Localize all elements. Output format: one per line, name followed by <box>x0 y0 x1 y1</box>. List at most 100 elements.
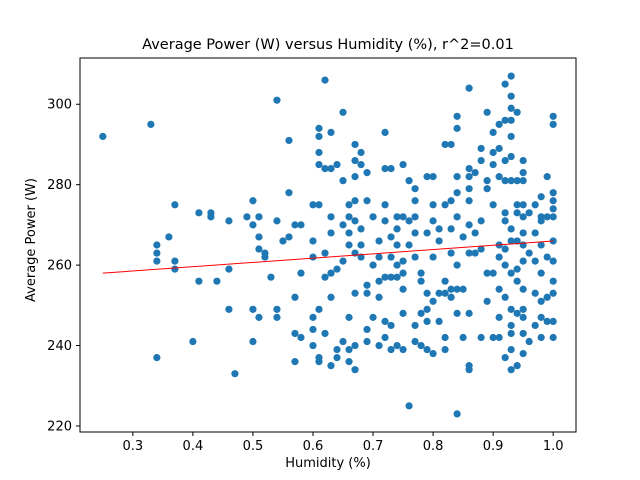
data-point-125 <box>387 233 395 241</box>
data-point-257 <box>507 329 515 338</box>
data-point-269 <box>519 156 527 165</box>
data-point-45 <box>297 269 305 277</box>
data-point-211 <box>477 144 485 153</box>
x-tick-label-4: 0.7 <box>363 439 384 454</box>
data-point-56 <box>315 160 323 169</box>
data-point-179 <box>441 345 449 354</box>
data-point-243 <box>501 293 509 301</box>
data-point-181 <box>447 197 455 205</box>
data-point-0 <box>99 132 107 141</box>
data-point-58 <box>315 305 323 313</box>
data-point-160 <box>423 289 431 297</box>
data-point-190 <box>453 213 461 221</box>
data-point-174 <box>441 140 449 149</box>
data-point-227 <box>495 120 503 128</box>
data-point-153 <box>411 337 419 346</box>
data-point-299 <box>543 213 551 221</box>
data-point-240 <box>501 217 509 225</box>
data-point-256 <box>507 321 515 330</box>
data-point-140 <box>399 285 407 293</box>
data-point-276 <box>519 257 527 265</box>
data-point-251 <box>507 177 515 185</box>
data-point-234 <box>495 333 503 342</box>
data-point-205 <box>465 309 473 317</box>
data-point-162 <box>423 317 431 326</box>
data-point-120 <box>381 217 389 225</box>
data-point-222 <box>489 148 497 157</box>
data-point-233 <box>495 313 503 321</box>
data-point-167 <box>429 253 437 261</box>
data-point-277 <box>519 285 527 293</box>
y-tick-label-3: 280 <box>47 178 72 193</box>
data-point-267 <box>513 309 521 317</box>
data-point-137 <box>399 213 407 221</box>
data-point-176 <box>441 277 449 285</box>
data-point-242 <box>501 261 509 269</box>
data-point-69 <box>327 229 335 237</box>
data-point-117 <box>381 128 389 136</box>
y-tick-label-1: 240 <box>47 339 72 354</box>
data-point-103 <box>363 169 371 177</box>
data-point-185 <box>447 293 455 301</box>
data-point-213 <box>477 217 485 225</box>
data-point-92 <box>351 197 359 205</box>
data-point-86 <box>345 313 353 321</box>
data-point-146 <box>405 402 413 410</box>
regression-line <box>102 240 554 274</box>
data-point-286 <box>531 229 539 237</box>
data-point-284 <box>525 337 533 346</box>
data-point-254 <box>507 269 515 277</box>
data-point-73 <box>333 160 341 169</box>
data-point-48 <box>309 237 317 245</box>
data-point-32 <box>273 96 281 104</box>
x-tick-label-2: 0.5 <box>243 439 264 454</box>
data-point-246 <box>507 92 515 100</box>
data-point-11 <box>195 209 203 217</box>
data-point-178 <box>441 333 449 342</box>
data-point-99 <box>357 160 365 169</box>
data-point-293 <box>537 241 545 249</box>
data-point-237 <box>501 156 509 165</box>
data-point-314 <box>549 333 557 342</box>
data-point-168 <box>429 297 437 305</box>
data-point-66 <box>327 128 335 136</box>
data-point-115 <box>375 293 383 301</box>
data-point-199 <box>465 164 473 173</box>
data-point-155 <box>417 277 425 285</box>
data-point-124 <box>387 164 395 173</box>
data-point-47 <box>309 201 317 209</box>
data-point-209 <box>471 229 479 237</box>
data-point-244 <box>501 354 509 362</box>
data-point-217 <box>483 177 491 185</box>
x-tick-label-7: 1.0 <box>543 439 564 454</box>
data-point-283 <box>525 249 533 257</box>
data-point-35 <box>273 313 281 321</box>
data-point-200 <box>465 173 473 181</box>
data-point-308 <box>549 213 557 221</box>
data-point-80 <box>339 257 347 265</box>
data-point-214 <box>477 245 485 253</box>
data-point-313 <box>549 317 557 326</box>
data-point-232 <box>495 285 503 293</box>
data-point-136 <box>399 160 407 169</box>
data-point-207 <box>465 366 473 374</box>
data-point-215 <box>477 333 485 342</box>
data-point-128 <box>387 321 395 330</box>
data-point-312 <box>549 289 557 297</box>
data-point-170 <box>435 225 443 233</box>
data-point-195 <box>459 233 467 241</box>
data-point-164 <box>429 173 437 181</box>
data-point-76 <box>333 354 341 362</box>
data-point-260 <box>513 108 521 116</box>
x-tick-label-5: 0.8 <box>423 439 444 454</box>
data-point-41 <box>291 293 299 301</box>
y-axis-label: Average Power (W) <box>24 178 39 302</box>
data-point-149 <box>411 213 419 221</box>
data-point-273 <box>519 213 527 221</box>
data-point-25 <box>255 213 263 221</box>
data-point-239 <box>501 209 509 217</box>
data-point-100 <box>357 225 365 233</box>
data-point-93 <box>351 217 359 225</box>
data-point-173 <box>435 317 443 326</box>
data-point-17 <box>225 265 233 273</box>
